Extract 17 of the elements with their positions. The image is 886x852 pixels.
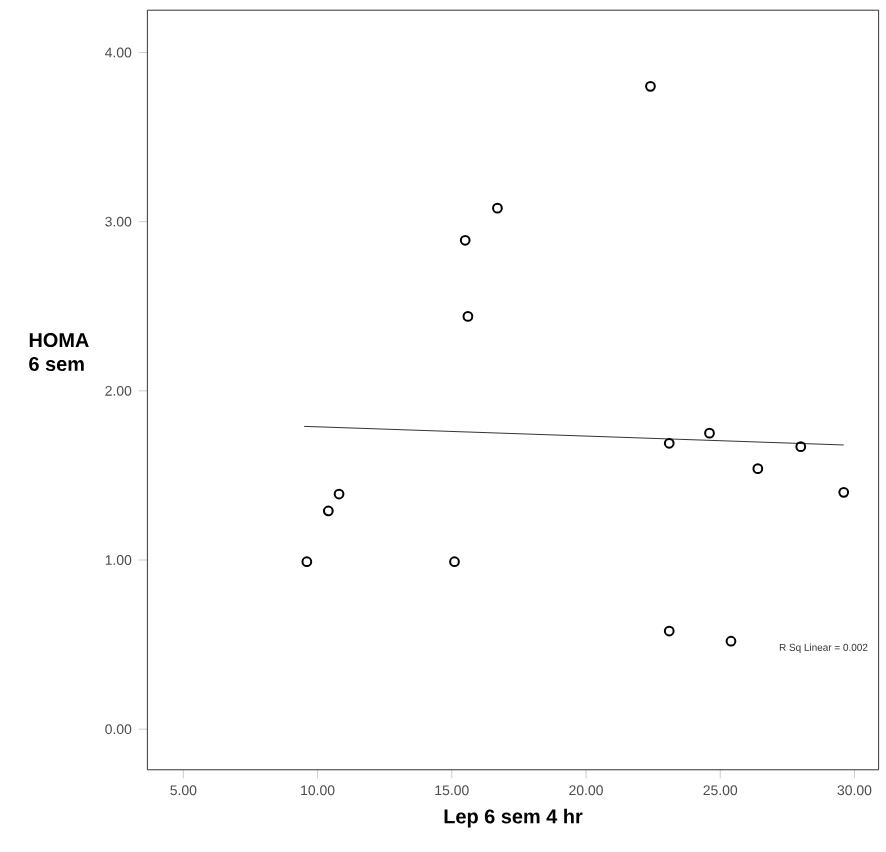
point: [645, 80, 656, 92]
point: [663, 437, 675, 449]
point: [663, 625, 675, 637]
point: [725, 635, 737, 647]
point: [449, 556, 460, 568]
point: [333, 488, 345, 500]
point: [704, 427, 715, 439]
point: [322, 505, 334, 517]
point: [795, 441, 807, 453]
point: [462, 311, 474, 322]
point: [301, 556, 313, 568]
point: [459, 234, 471, 246]
x-axis-title: Lep 6 sem 4 hr: [444, 808, 583, 828]
point: [492, 202, 503, 214]
y-axis-title: HOMA 6 sem: [29, 333, 89, 372]
point: [752, 463, 764, 475]
point: [838, 486, 850, 498]
